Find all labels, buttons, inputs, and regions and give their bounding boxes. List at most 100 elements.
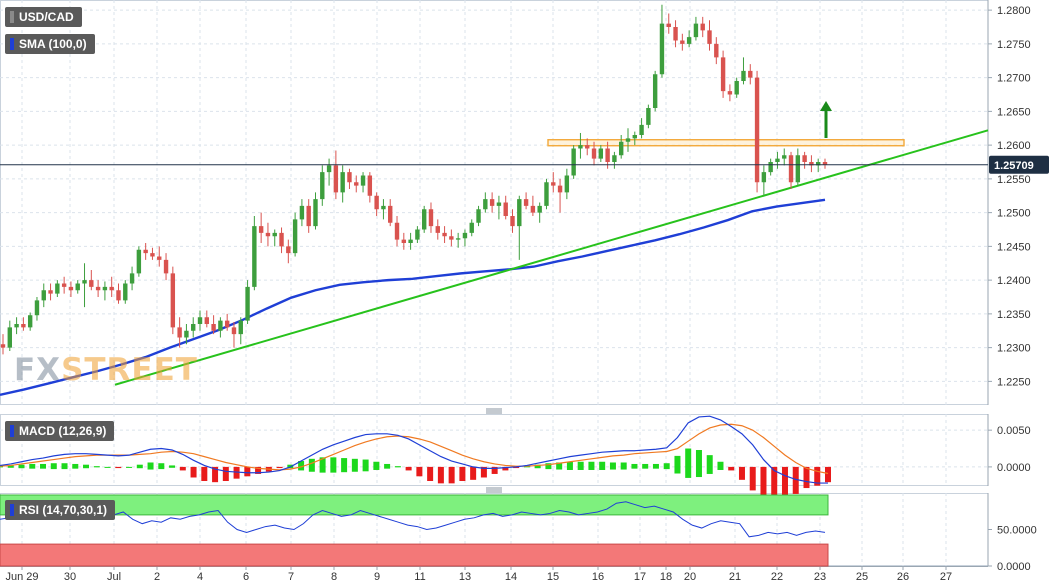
candle-body bbox=[109, 286, 114, 291]
y-tick-label: 1.2400 bbox=[997, 275, 1031, 287]
candle-body bbox=[788, 155, 794, 183]
candle-body bbox=[238, 320, 243, 335]
macd-signal-line bbox=[0, 423, 829, 475]
candle-body bbox=[605, 148, 610, 162]
candle-body bbox=[442, 232, 447, 237]
candle-body bbox=[401, 239, 407, 243]
y-tick-label: 1.2450 bbox=[997, 241, 1031, 253]
x-tick-label: 13 bbox=[459, 571, 471, 583]
macd-histogram-bar bbox=[29, 463, 36, 469]
macd-histogram-bar bbox=[169, 465, 176, 468]
macd-histogram-bar bbox=[663, 463, 670, 470]
candle-body bbox=[191, 324, 196, 331]
x-tick-label: 15 bbox=[547, 571, 559, 583]
candle-body bbox=[184, 330, 189, 338]
candle-body bbox=[177, 327, 182, 338]
x-tick-label: 20 bbox=[684, 571, 696, 583]
macd-histogram-bar bbox=[556, 462, 563, 470]
candle-body bbox=[659, 23, 665, 75]
macd-histogram-bar bbox=[126, 466, 133, 468]
y-tick-label: 1.2550 bbox=[997, 174, 1031, 186]
candle-body bbox=[557, 185, 563, 193]
candle-body bbox=[320, 172, 325, 200]
rsi-overbought-band bbox=[0, 494, 829, 516]
x-tick-label: 6 bbox=[243, 571, 249, 583]
symbol-label: USD/CAD bbox=[19, 10, 74, 24]
candle-body bbox=[381, 205, 386, 210]
candle-body bbox=[299, 205, 305, 220]
candle-body bbox=[95, 286, 101, 291]
macd-histogram-bar bbox=[427, 466, 434, 482]
macd-line bbox=[0, 415, 828, 484]
y-tick-label: 1.2600 bbox=[997, 140, 1031, 152]
macd-histogram-bar bbox=[405, 466, 412, 471]
candle-body bbox=[7, 327, 12, 348]
x-tick-label: 9 bbox=[374, 571, 380, 583]
macd-histogram-bar bbox=[276, 466, 283, 469]
x-tick-label: 11 bbox=[414, 571, 425, 583]
macd-histogram-bar bbox=[298, 461, 305, 471]
candle-body bbox=[204, 317, 210, 324]
candle-body bbox=[388, 205, 393, 223]
rsi-tag: RSI (14,70,30,1) bbox=[5, 500, 116, 520]
macd-histogram-bar bbox=[502, 466, 509, 471]
candle-body bbox=[816, 162, 821, 166]
macd-tag: MACD (12,26,9) bbox=[5, 421, 115, 441]
x-tick-label: 4 bbox=[197, 571, 203, 583]
x-tick-label: 21 bbox=[729, 571, 741, 583]
candle-body bbox=[754, 77, 760, 183]
candle-body bbox=[340, 172, 345, 193]
candle-body bbox=[748, 70, 753, 78]
macd-histogram-bar bbox=[792, 466, 799, 494]
candle-body bbox=[455, 238, 461, 240]
y-tick-label: 1.2800 bbox=[997, 5, 1031, 17]
macd-histogram-bar bbox=[308, 458, 315, 472]
macd-histogram-bar bbox=[40, 463, 47, 469]
macd-histogram-bar bbox=[136, 464, 143, 469]
candle-body bbox=[313, 199, 318, 227]
candle-body bbox=[326, 165, 332, 173]
macd-label: MACD (12,26,9) bbox=[19, 424, 107, 438]
candle-body bbox=[503, 202, 508, 216]
candle-body bbox=[693, 23, 699, 38]
x-tick-label: 17 bbox=[634, 571, 646, 583]
candle-body bbox=[802, 155, 807, 162]
rsi-line bbox=[0, 501, 826, 538]
candle-body bbox=[136, 249, 142, 274]
candle-body bbox=[245, 286, 250, 321]
x-tick-label: 8 bbox=[331, 571, 337, 583]
candle-body bbox=[252, 226, 257, 287]
macd-histogram-bar bbox=[566, 461, 573, 470]
candle-body bbox=[286, 246, 291, 254]
macd-histogram-bar bbox=[373, 461, 380, 470]
candle-body bbox=[231, 327, 237, 335]
candle-body bbox=[510, 216, 515, 227]
candle-body bbox=[795, 155, 801, 183]
candle-body bbox=[211, 324, 216, 331]
candle-body bbox=[279, 232, 284, 247]
y-tick-label: 1.2650 bbox=[997, 106, 1031, 118]
candle-body bbox=[476, 209, 481, 223]
x-tick-label: 25 bbox=[856, 571, 868, 583]
candle-body bbox=[625, 138, 631, 142]
x-tick-label: 27 bbox=[940, 571, 952, 583]
candle-body bbox=[680, 40, 685, 44]
candle-body bbox=[55, 283, 60, 294]
candle-body bbox=[652, 74, 658, 108]
macd-histogram-bar bbox=[201, 466, 208, 482]
macd-histogram-bar bbox=[674, 455, 681, 474]
candle-body bbox=[272, 232, 277, 237]
macd-histogram-bar bbox=[825, 466, 831, 483]
x-tick-label: Jun 29 bbox=[5, 571, 38, 583]
candle-body bbox=[34, 300, 40, 316]
macd-histogram-bar bbox=[222, 466, 229, 482]
macd-histogram-bar bbox=[803, 466, 810, 489]
macd-histogram-bar bbox=[545, 463, 552, 470]
sma-100-line bbox=[0, 198, 826, 397]
candle-body bbox=[741, 70, 746, 81]
candle-body bbox=[428, 209, 434, 227]
candle-body bbox=[496, 202, 502, 206]
candle-body bbox=[150, 253, 155, 257]
resistance-zone bbox=[547, 139, 905, 147]
